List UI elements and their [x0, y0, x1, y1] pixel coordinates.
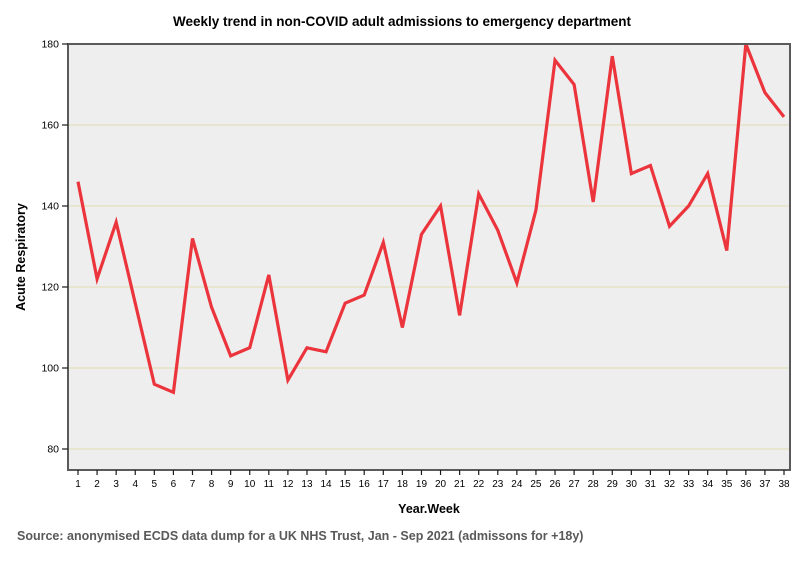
x-tick-label: 38 — [778, 479, 790, 490]
y-tick-label: 160 — [41, 120, 59, 132]
y-tick-label: 120 — [41, 282, 59, 294]
x-tick-label: 30 — [626, 479, 638, 490]
x-tick-label: 19 — [416, 479, 428, 490]
x-tick-label: 32 — [664, 479, 676, 490]
x-tick-label: 25 — [530, 479, 542, 490]
source-note: Source: anonymised ECDS data dump for a … — [17, 529, 584, 543]
plot-frame — [67, 43, 791, 471]
x-tick-label: 18 — [397, 479, 409, 490]
plot-background — [68, 44, 790, 470]
x-tick-label: 35 — [721, 479, 733, 490]
y-tick-label: 180 — [41, 39, 59, 51]
chart-title: Weekly trend in non-COVID adult admissio… — [172, 14, 632, 29]
x-axis-ticks — [77, 470, 785, 475]
x-tick-label: 11 — [264, 479, 275, 490]
y-tick-label: 100 — [41, 363, 59, 375]
x-tick-label: 37 — [759, 479, 771, 490]
x-tick-label: 7 — [190, 479, 196, 490]
x-tick-label: 33 — [683, 479, 695, 490]
y-axis-ticks — [62, 43, 68, 450]
x-tick-label: 1 — [75, 479, 81, 490]
admissions-line-series — [76, 43, 786, 395]
x-tick-label: 28 — [588, 479, 600, 490]
y-tick-label: 80 — [47, 444, 59, 456]
x-tick-label: 9 — [228, 479, 234, 490]
x-tick-label: 24 — [511, 479, 523, 490]
x-tick-label: 4 — [132, 479, 138, 490]
x-tick-label: 26 — [549, 479, 561, 490]
x-tick-label: 20 — [435, 479, 447, 490]
x-tick-label: 15 — [340, 479, 352, 490]
x-tick-label: 13 — [301, 479, 313, 490]
x-tick-label: 17 — [378, 479, 390, 490]
x-tick-label: 36 — [740, 479, 752, 490]
y-tick-label: 140 — [41, 201, 59, 213]
x-axis-tick-labels: 1 2 3 4 5 6 7 8 9 10 11 12 13 14 15 16 17 18 19 20 21 22 23 24 2… — [75, 479, 790, 490]
x-tick-label: 34 — [702, 479, 714, 490]
x-tick-label: 21 — [454, 479, 466, 490]
x-tick-label: 10 — [244, 479, 256, 490]
x-tick-label: 29 — [607, 479, 619, 490]
x-tick-label: 31 — [645, 479, 657, 490]
x-tick-label: 5 — [152, 479, 158, 490]
x-tick-label: 22 — [473, 479, 485, 490]
y-axis-tick-labels: 80 100 120 140 160 180 — [41, 39, 59, 456]
x-tick-label: 27 — [569, 479, 581, 490]
x-axis-title: Year.Week — [398, 502, 460, 516]
x-tick-label: 6 — [171, 479, 177, 490]
y-gridlines — [68, 124, 790, 450]
x-tick-label: 3 — [113, 479, 119, 490]
x-tick-label: 2 — [94, 479, 100, 490]
x-tick-label: 8 — [209, 479, 215, 490]
x-tick-label: 23 — [492, 479, 504, 490]
y-axis-title: Acute Respiratory — [14, 203, 28, 311]
x-tick-label: 14 — [320, 479, 332, 490]
x-tick-label: 16 — [359, 479, 371, 490]
x-tick-label: 12 — [282, 479, 294, 490]
